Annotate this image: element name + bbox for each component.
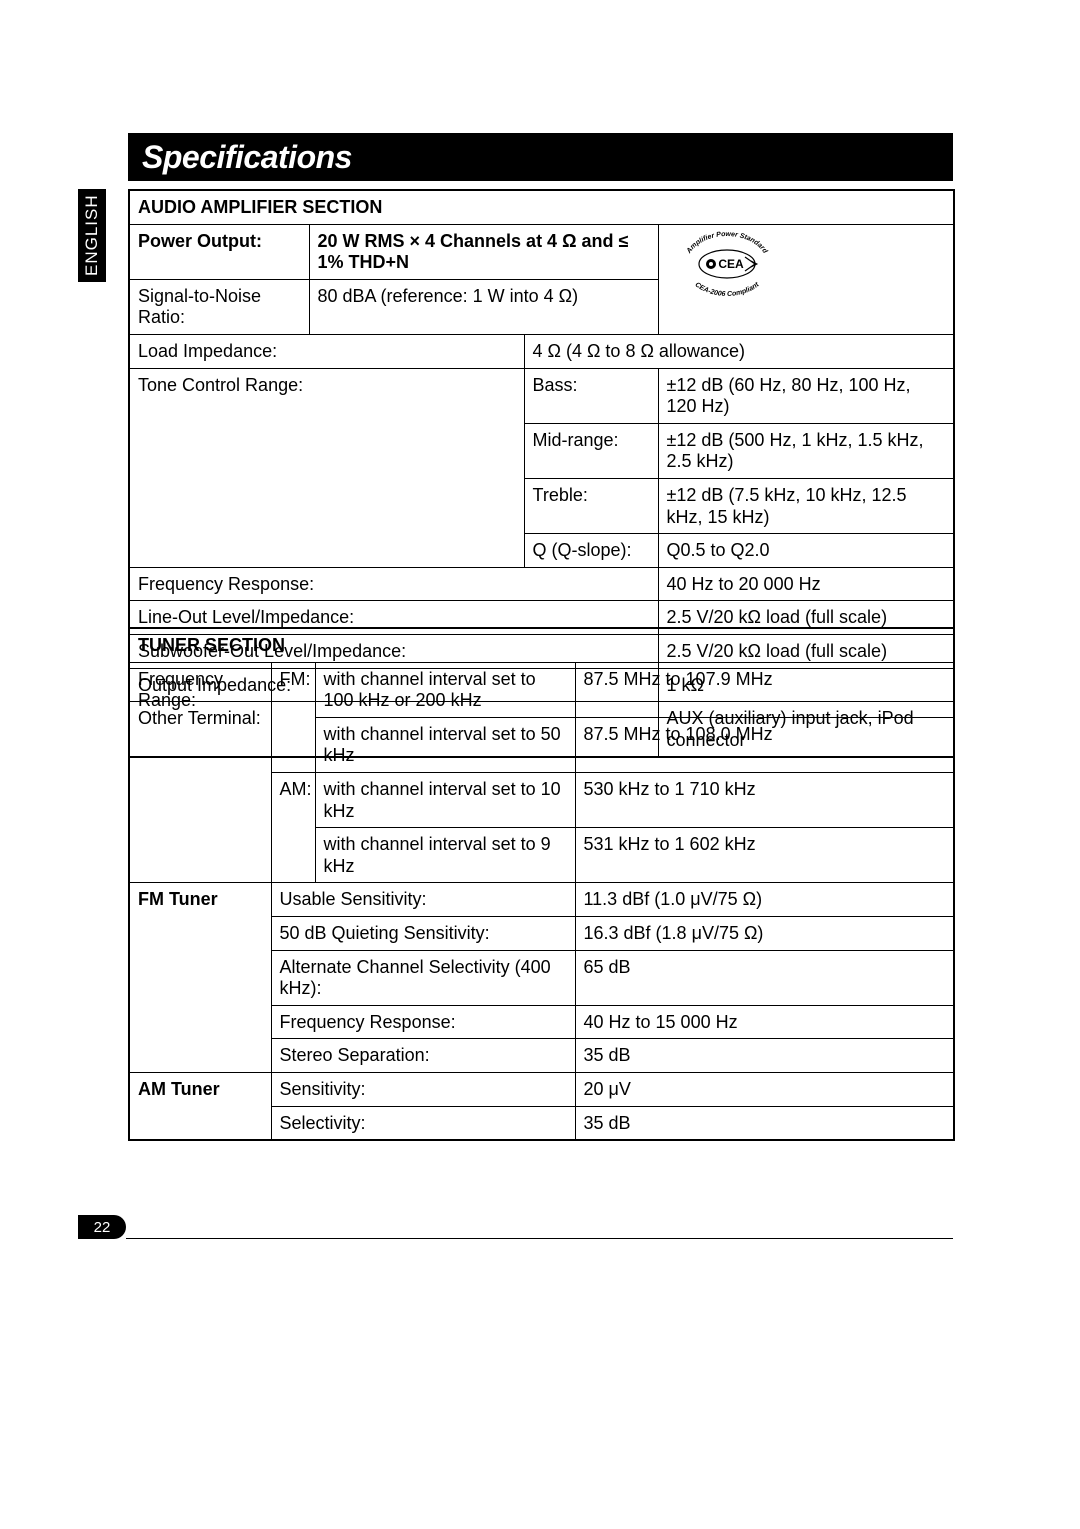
load-imp-value: 4 Ω (4 Ω to 8 Ω allowance) [524,334,954,368]
cea-badge-icon: Amplifier Power Standard CEA-2006 Compli… [667,231,787,297]
fm-freq-label: Frequency Response: [271,1005,575,1039]
fm-100-label: with channel interval set to 100 kHz or … [315,662,575,717]
tone-bass-label: Bass: [524,368,658,423]
fm-usable-label: Usable Sensitivity: [271,883,575,917]
tone-mid-label: Mid-range: [524,423,658,478]
snr-label: Signal-to-Noise Ratio: [129,279,309,334]
tone-bass-value: ±12 dB (60 Hz, 80 Hz, 100 Hz, 120 Hz) [658,368,954,423]
am-9-value: 531 kHz to 1 602 kHz [575,828,954,883]
tone-mid-value: ±12 dB (500 Hz, 1 kHz, 1.5 kHz, 2.5 kHz) [658,423,954,478]
tone-q-label: Q (Q-slope): [524,534,658,568]
am-tuner-label: AM Tuner [129,1072,271,1140]
fm-alt-label: Alternate Channel Selectivity (400 kHz): [271,950,575,1005]
page-title: Specifications [142,139,352,176]
fm-stereo-label: Stereo Separation: [271,1039,575,1073]
snr-value: 80 dBA (reference: 1 W into 4 Ω) [309,279,658,334]
fm-100-value: 87.5 MHz to 107.9 MHz [575,662,954,717]
table-row: Load Impedance: 4 Ω (4 Ω to 8 Ω allowanc… [129,334,954,368]
svg-text:CEA: CEA [718,257,744,271]
power-output-label: Power Output: [129,224,309,279]
table-row: FM Tuner Usable Sensitivity: 11.3 dBf (1… [129,883,954,917]
table-row: Frequency Response: 40 Hz to 20 000 Hz [129,567,954,601]
fm-usable-value: 11.3 dBf (1.0 μV/75 Ω) [575,883,954,917]
tone-q-value: Q0.5 to Q2.0 [658,534,954,568]
tone-treble-label: Treble: [524,478,658,533]
title-bar: Specifications [128,133,953,181]
tuner-table: TUNER SECTION Frequency Range: FM: with … [128,627,955,1141]
am-sel-value: 35 dB [575,1106,954,1140]
am-sens-label: Sensitivity: [271,1072,575,1106]
am-9-label: with channel interval set to 9 kHz [315,828,575,883]
fm-50-label: with channel interval set to 50 kHz [315,717,575,772]
power-output-value: 20 W RMS × 4 Channels at 4 Ω and ≤ 1% TH… [309,224,658,279]
load-imp-label: Load Impedance: [129,334,524,368]
am-sel-label: Selectivity: [271,1106,575,1140]
am-sens-value: 20 μV [575,1072,954,1106]
am-label: AM: [271,772,315,882]
fm-tuner-label: FM Tuner [129,883,271,1073]
table-row: Frequency Range: FM: with channel interv… [129,662,954,717]
am-10-value: 530 kHz to 1 710 kHz [575,772,954,827]
page-number: 22 [78,1215,126,1239]
table-row: AM Tuner Sensitivity: 20 μV [129,1072,954,1106]
table-row: AUDIO AMPLIFIER SECTION [129,190,954,224]
tone-treble-value: ±12 dB (7.5 kHz, 10 kHz, 12.5 kHz, 15 kH… [658,478,954,533]
am-10-label: with channel interval set to 10 kHz [315,772,575,827]
fm-freq-value: 40 Hz to 15 000 Hz [575,1005,954,1039]
table-row: Tone Control Range: Bass: ±12 dB (60 Hz,… [129,368,954,423]
svg-text:CEA-2006 Compliant: CEA-2006 Compliant [693,281,760,297]
fm-alt-value: 65 dB [575,950,954,1005]
fm-quiet-label: 50 dB Quieting Sensitivity: [271,916,575,950]
fm-stereo-value: 35 dB [575,1039,954,1073]
fm-50-value: 87.5 MHz to 108.0 MHz [575,717,954,772]
tone-label: Tone Control Range: [129,368,524,567]
page: Specifications ENGLISH AUDIO AMPLIFIER S… [0,0,1080,1529]
cea-badge-cell: Amplifier Power Standard CEA-2006 Compli… [658,224,954,334]
freq-resp-value: 40 Hz to 20 000 Hz [658,567,954,601]
freq-range-label: Frequency Range: [129,662,271,883]
table-row: Power Output: 20 W RMS × 4 Channels at 4… [129,224,954,279]
fm-quiet-value: 16.3 dBf (1.8 μV/75 Ω) [575,916,954,950]
language-tab: ENGLISH [78,189,106,282]
section-header: AUDIO AMPLIFIER SECTION [129,190,954,224]
footer-rule [126,1238,953,1239]
table-row: TUNER SECTION [129,628,954,662]
section-header: TUNER SECTION [129,628,954,662]
fm-label: FM: [271,662,315,772]
freq-resp-label: Frequency Response: [129,567,658,601]
